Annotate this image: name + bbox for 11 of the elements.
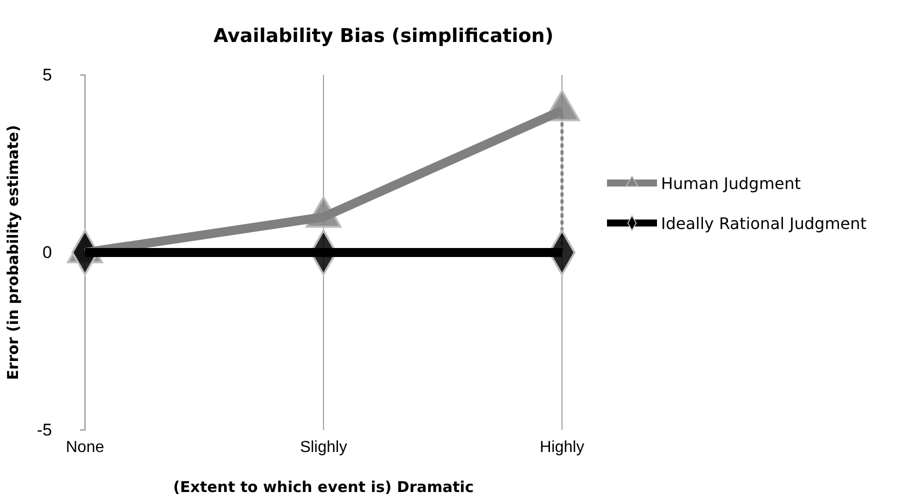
x-axis-title: (Extent to which event is) Dramatic bbox=[173, 478, 474, 496]
y-axis-title: Error (in probability estimate) bbox=[4, 125, 22, 380]
legend-label: Human Judgment bbox=[661, 174, 801, 193]
y-tick-label: -5 bbox=[36, 420, 52, 440]
chart-title: Availability Bias (simplification) bbox=[214, 25, 554, 47]
x-tick-label: Slighly bbox=[300, 439, 348, 456]
x-tick-label: None bbox=[66, 439, 104, 456]
y-tick-label: 5 bbox=[42, 65, 52, 84]
y-tick-label: 0 bbox=[42, 242, 52, 262]
legend-label: Ideally Rational Judgment bbox=[661, 214, 867, 233]
x-tick-label: Highly bbox=[540, 439, 584, 456]
